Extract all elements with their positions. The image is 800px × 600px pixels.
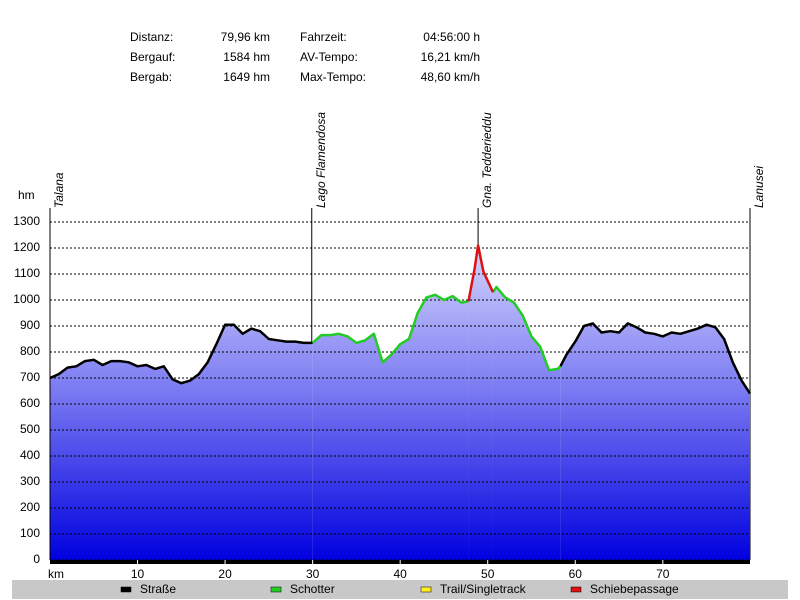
- y-tick-label: 400: [20, 448, 40, 462]
- y-tick-label: 200: [20, 500, 40, 514]
- y-tick-label: 1200: [13, 240, 40, 254]
- waypoint-label: Lago Flamendosa: [314, 112, 328, 208]
- stat-value: 04:56:00 h: [423, 30, 480, 44]
- x-tick-label: 20: [218, 567, 232, 581]
- stat-value: 16,21 km/h: [421, 50, 480, 64]
- stat-label: Max-Tempo:: [300, 70, 366, 84]
- x-tick-label: 10: [131, 567, 145, 581]
- stat-value: 1649 hm: [223, 70, 270, 84]
- profile-line: [491, 285, 562, 372]
- x-tick-label: 50: [481, 567, 495, 581]
- stat-label: Bergauf:: [130, 50, 175, 64]
- y-tick-label: 700: [20, 370, 40, 384]
- y-tick-label: 600: [20, 396, 40, 410]
- stat-label: Bergab:: [130, 70, 172, 84]
- legend-label: Schiebepassage: [590, 582, 679, 596]
- stat-label: AV-Tempo:: [300, 50, 358, 64]
- profile-area: [312, 294, 469, 560]
- profile-area: [468, 245, 493, 560]
- waypoint-label: Gna. Tedderieddu: [480, 112, 494, 208]
- y-tick-label: 1000: [13, 292, 40, 306]
- y-tick-label: 0: [33, 552, 40, 566]
- stat-label: Distanz:: [130, 30, 173, 44]
- x-tick-label: 40: [393, 567, 407, 581]
- y-tick-label: 500: [20, 422, 40, 436]
- profile-area: [492, 287, 561, 560]
- x-tick-label: 70: [656, 567, 670, 581]
- y-tick-label: 1300: [13, 214, 40, 228]
- waypoint-label: Lanusei: [752, 166, 766, 208]
- legend-swatch: [270, 586, 282, 593]
- y-axis-label: hm: [18, 188, 35, 202]
- x-axis-label: km: [48, 567, 64, 581]
- stat-value: 48,60 km/h: [421, 70, 480, 84]
- profile-line: [49, 323, 313, 385]
- profile-line: [311, 293, 469, 364]
- x-tick-label: 30: [306, 567, 320, 581]
- legend-swatch: [120, 586, 132, 593]
- legend-label: Schotter: [290, 582, 335, 596]
- y-tick-label: 1100: [14, 266, 40, 280]
- x-tick-label: 60: [569, 567, 583, 581]
- profile-area: [50, 324, 313, 560]
- y-tick-label: 300: [20, 474, 40, 488]
- y-tick-label: 900: [20, 318, 40, 332]
- legend-label: Straße: [140, 582, 176, 596]
- profile-line: [467, 244, 495, 302]
- legend-bar: [12, 580, 788, 599]
- stat-value: 79,96 km: [221, 30, 270, 44]
- stat-label: Fahrzeit:: [300, 30, 347, 44]
- legend-swatch: [570, 586, 582, 593]
- profile-line: [559, 322, 752, 395]
- waypoint-label: Talana: [52, 172, 66, 208]
- stat-value: 1584 hm: [223, 50, 270, 64]
- profile-area: [560, 323, 750, 560]
- y-tick-label: 800: [20, 344, 40, 358]
- y-tick-label: 100: [20, 526, 40, 540]
- legend-label: Trail/Singletrack: [440, 582, 527, 596]
- legend-swatch: [420, 586, 432, 593]
